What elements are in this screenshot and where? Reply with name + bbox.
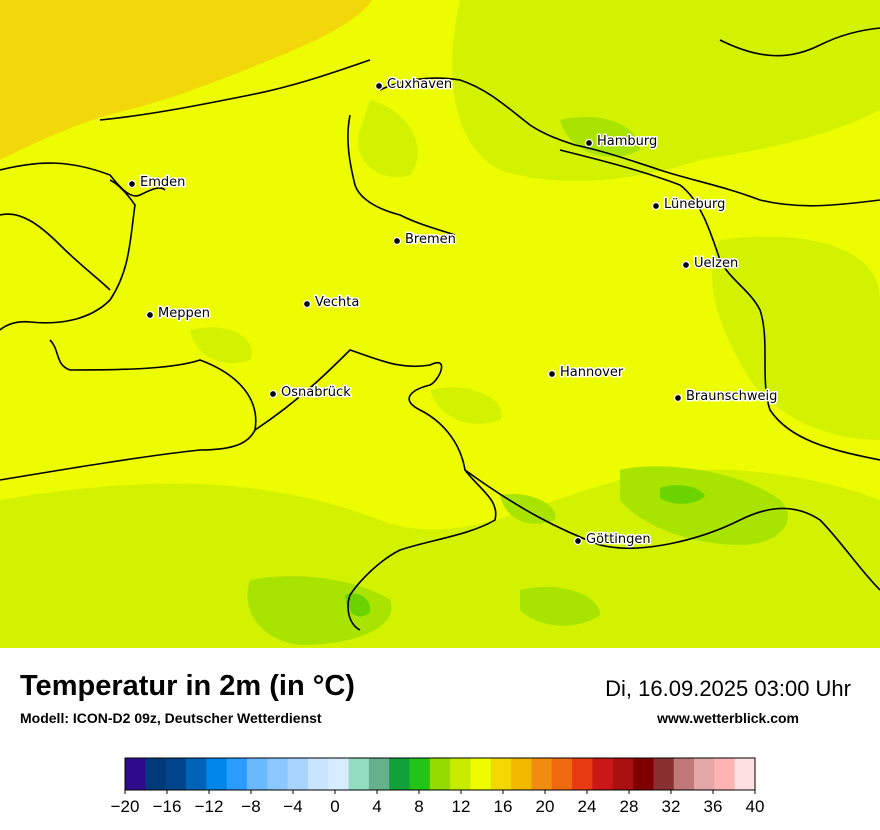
colorbar-swatch [673, 758, 695, 790]
colorbar-swatch [694, 758, 715, 790]
city-vechta: Vechta [302, 294, 361, 312]
colorbar-tick-label: 20 [536, 797, 555, 816]
colorbar-swatch [612, 758, 634, 790]
city-label: Hamburg [597, 134, 657, 149]
city-dot [374, 81, 384, 91]
colorbar-swatch [511, 758, 532, 790]
city-dot [584, 138, 594, 148]
city-meppen: Meppen [145, 305, 211, 323]
city-osnabr-ck: Osnabrück [268, 384, 353, 402]
colorbar-tick-label: 24 [578, 797, 597, 816]
colorbar-swatch [592, 758, 614, 790]
city-dot [145, 310, 155, 320]
city-label: Osnabrück [281, 385, 351, 400]
city-dot [681, 260, 691, 270]
colorbar-swatch [450, 758, 471, 790]
city-dot [302, 299, 312, 309]
city-label: Göttingen [586, 532, 651, 547]
temperature-colorbar: −20 −16 −12 −8 −4 0 4 8 12 16 20 24 28 32 36 40 [111, 757, 765, 816]
colorbar-swatch [368, 758, 390, 790]
colorbar-swatch [246, 758, 268, 790]
colorbar-swatch [165, 758, 187, 790]
colorbar-tick-label: 28 [620, 797, 639, 816]
colorbar-tick-label: 40 [746, 797, 765, 816]
city-hannover: Hannover [547, 364, 625, 382]
city-label: Meppen [158, 306, 210, 321]
colorbar-tick-label: −16 [153, 797, 182, 816]
colorbar-swatch [185, 758, 207, 790]
colorbar-swatch [572, 758, 593, 790]
colorbar-swatches [124, 757, 756, 791]
city-cuxhaven: Cuxhaven [374, 76, 454, 94]
city-dot [547, 369, 557, 379]
colorbar-tick-label: −20 [111, 797, 140, 816]
colorbar-tick-label: 4 [372, 797, 381, 816]
colorbar-swatch [714, 758, 736, 790]
city-braunschweig: Braunschweig [673, 388, 779, 406]
city-bremen: Bremen [392, 231, 457, 249]
colorbar-swatch [429, 758, 451, 790]
colorbar-swatch [125, 758, 146, 790]
city-g-ttingen: Göttingen [573, 531, 652, 549]
colorbar-tick-label: 0 [330, 797, 339, 816]
colorbar-swatch [307, 758, 329, 790]
colorbar-tick-label: −8 [241, 797, 260, 816]
map-title: Temperatur in 2m (in °C) [20, 670, 355, 702]
colorbar-tick-label: −4 [283, 797, 302, 816]
colorbar-swatch [551, 758, 573, 790]
website-link[interactable]: www.wetterblick.com [657, 710, 799, 726]
city-label: Hannover [560, 365, 624, 380]
city-emden: Emden [127, 174, 187, 192]
colorbar-swatch [470, 758, 492, 790]
colorbar-tick-label: 16 [494, 797, 513, 816]
city-label: Cuxhaven [387, 77, 452, 92]
north-sea [0, 0, 372, 160]
colorbar-swatch [389, 758, 411, 790]
city-label: Lüneburg [664, 197, 725, 212]
colorbar-swatch [206, 758, 228, 790]
colorbar-swatch [328, 758, 350, 790]
city-label: Bremen [405, 232, 456, 247]
colorbar-tick-label: 36 [704, 797, 723, 816]
city-dot [651, 201, 661, 211]
colorbar-ticks: −20 −16 −12 −8 −4 0 4 8 12 16 20 24 28 32 36 40 [111, 790, 765, 816]
city-l-neburg: Lüneburg [651, 196, 727, 214]
city-hamburg: Hamburg [584, 133, 659, 151]
green-patches [0, 0, 880, 648]
colorbar-swatch [145, 758, 167, 790]
city-dot [673, 393, 683, 403]
temperature-map: Cuxhaven Hamburg Emden Lüneburg Bremen Uelzen… [0, 0, 880, 648]
colorbar-swatch [267, 758, 289, 790]
city-dot [127, 179, 137, 189]
city-dot [392, 236, 402, 246]
colorbar-tick-label: 8 [414, 797, 423, 816]
colorbar-tick-label: −12 [195, 797, 224, 816]
model-source: Modell: ICON-D2 09z, Deutscher Wetterdie… [20, 710, 322, 726]
colorbar-swatch [734, 758, 756, 790]
city-uelzen: Uelzen [681, 255, 740, 273]
city-label: Emden [140, 175, 185, 190]
colorbar-outline [124, 757, 756, 791]
city-label: Uelzen [694, 256, 738, 271]
colorbar-swatch [409, 758, 431, 790]
colorbar-swatch [490, 758, 512, 790]
city-markers: Cuxhaven Hamburg Emden Lüneburg Bremen Uelzen… [127, 76, 779, 549]
forecast-datetime: Di, 16.09.2025 03:00 Uhr [605, 676, 851, 701]
colorbar-swatch [348, 758, 370, 790]
colorbar-swatch [653, 758, 675, 790]
colorbar-tick-label: 12 [452, 797, 471, 816]
borders [0, 27, 880, 631]
colorbar-tick-label: 32 [662, 797, 681, 816]
colorbar-swatch [287, 758, 309, 790]
colorbar-swatch [226, 758, 248, 790]
colorbar-swatch [531, 758, 553, 790]
city-label: Vechta [315, 295, 359, 310]
city-dot [573, 536, 583, 546]
city-label: Braunschweig [686, 389, 777, 404]
colorbar-swatch [633, 758, 654, 790]
city-dot [268, 389, 278, 399]
